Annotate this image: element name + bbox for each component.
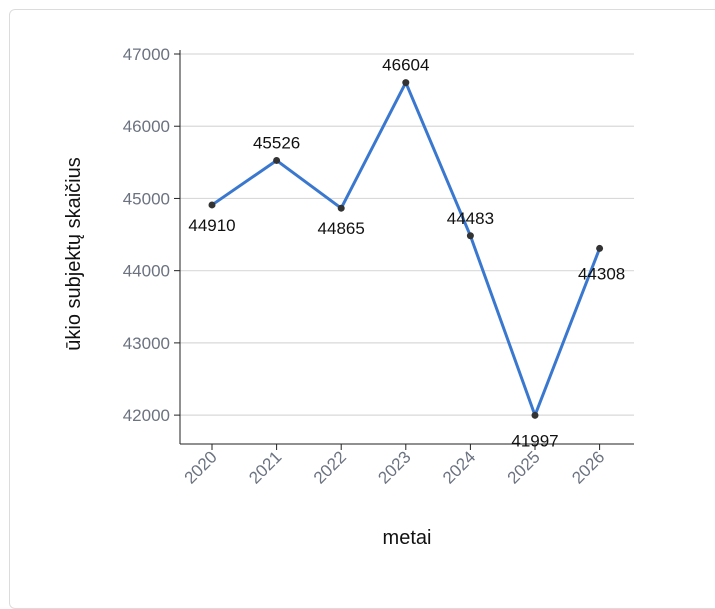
data-point-2024	[466, 232, 474, 240]
data-label-2020: 44910	[188, 216, 235, 235]
x-tick-label: 2026	[568, 447, 608, 487]
y-tick-label: 43000	[123, 334, 170, 353]
x-tick-label: 2020	[181, 447, 221, 487]
y-tick-label: 46000	[123, 117, 170, 136]
data-point-2026	[596, 244, 604, 252]
y-tick-labels: 42000 43000 44000 45000 46000 47000	[123, 45, 170, 425]
data-labels: 44910 45526 44865 46604 44483 41997 44308	[188, 56, 625, 451]
data-label-2023: 46604	[382, 56, 429, 75]
data-point-2023	[402, 79, 410, 87]
x-axis-title: metai	[383, 527, 432, 549]
y-tick-label: 44000	[123, 262, 170, 281]
x-tick-label: 2024	[439, 447, 479, 487]
data-label-2021: 45526	[253, 133, 300, 152]
y-tick-label: 47000	[123, 45, 170, 64]
x-tick-label: 2023	[374, 447, 414, 487]
y-tick-label: 42000	[123, 406, 170, 425]
data-points	[208, 79, 604, 419]
x-tick-labels: 2020 2021 2022 2023 2024 2025 2026	[181, 447, 609, 487]
data-point-2022	[337, 204, 345, 212]
y-tick-label: 45000	[123, 189, 170, 208]
axes	[174, 50, 634, 450]
data-label-2025: 41997	[511, 431, 558, 450]
data-point-2020	[208, 201, 216, 209]
x-tick-label: 2021	[245, 447, 285, 487]
data-label-2026: 44308	[578, 264, 625, 283]
x-tick-label: 2022	[310, 447, 350, 487]
x-tick-label: 2025	[504, 447, 544, 487]
data-point-2021	[273, 156, 281, 164]
data-point-2025	[531, 411, 539, 419]
data-label-2022: 44865	[318, 219, 365, 238]
data-label-2024: 44483	[447, 209, 494, 228]
chart-card	[9, 9, 715, 609]
y-axis-title: ūkio subjektų skaičius	[63, 157, 85, 350]
grid-lines	[180, 53, 634, 416]
